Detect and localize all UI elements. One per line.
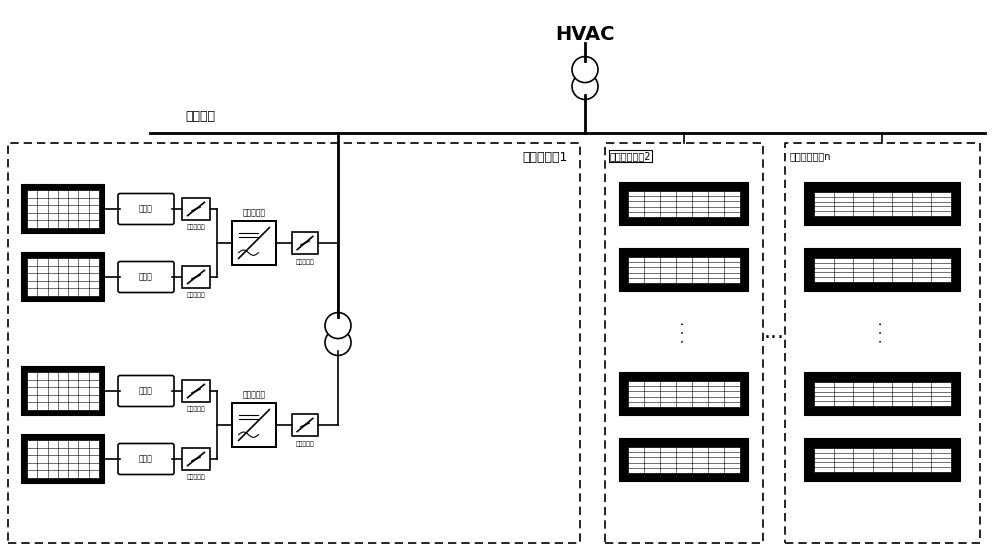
Bar [27, 190, 99, 228]
Text: 逆变器装置: 逆变器装置 [242, 208, 266, 217]
Bar [22, 367, 104, 415]
Circle shape [325, 330, 351, 356]
FancyBboxPatch shape [118, 444, 174, 474]
Bar [292, 232, 318, 254]
Bar [814, 258, 951, 281]
Text: 汇流箱: 汇流箱 [139, 273, 153, 281]
Bar [620, 373, 748, 415]
Bar [814, 448, 951, 472]
Text: 交流断路器: 交流断路器 [296, 259, 314, 264]
Text: HVAC: HVAC [555, 25, 615, 44]
Bar [27, 440, 99, 478]
Bar [628, 257, 740, 283]
Text: 直流断路器: 直流断路器 [187, 224, 205, 229]
Bar [232, 403, 276, 447]
FancyBboxPatch shape [118, 262, 174, 293]
Text: 逆变器装置: 逆变器装置 [242, 390, 266, 399]
Text: 光伏发电单元2: 光伏发电单元2 [610, 151, 652, 161]
Bar [805, 249, 960, 291]
Bar [814, 382, 951, 406]
Text: 交流断路器: 交流断路器 [296, 441, 314, 447]
Bar [628, 380, 740, 408]
Text: 直流断路器: 直流断路器 [187, 406, 205, 411]
Circle shape [572, 74, 598, 100]
Bar [232, 221, 276, 265]
Text: 汇流箱: 汇流箱 [139, 387, 153, 395]
Bar [620, 183, 748, 225]
Bar [805, 373, 960, 415]
Bar [620, 439, 748, 481]
Bar [22, 435, 104, 483]
Text: 光伏发电单元n: 光伏发电单元n [790, 151, 832, 161]
Bar [814, 192, 951, 216]
Bar [22, 185, 104, 233]
Text: 交流母线: 交流母线 [185, 110, 215, 123]
FancyBboxPatch shape [118, 375, 174, 406]
Circle shape [572, 56, 598, 82]
Bar [27, 372, 99, 410]
Bar [628, 191, 740, 217]
Text: · · ·: · · · [876, 321, 890, 343]
Text: · · ·: · · · [677, 321, 691, 343]
Bar [182, 198, 210, 220]
Bar [628, 447, 740, 473]
Text: 光伏发单元1: 光伏发单元1 [523, 151, 568, 164]
Text: 汇流箱: 汇流箱 [139, 205, 153, 213]
Bar [182, 266, 210, 288]
Bar [182, 448, 210, 470]
Bar [27, 258, 99, 296]
Bar [292, 414, 318, 436]
Bar [22, 253, 104, 301]
Text: 汇流箱: 汇流箱 [139, 455, 153, 463]
Text: ···: ··· [764, 328, 784, 348]
Bar [805, 183, 960, 225]
Bar [182, 380, 210, 402]
Bar [620, 249, 748, 291]
Circle shape [325, 312, 351, 338]
Text: 直流断路器: 直流断路器 [187, 292, 205, 298]
FancyBboxPatch shape [118, 194, 174, 225]
Bar [805, 439, 960, 481]
Text: 直流断路器: 直流断路器 [187, 474, 205, 479]
